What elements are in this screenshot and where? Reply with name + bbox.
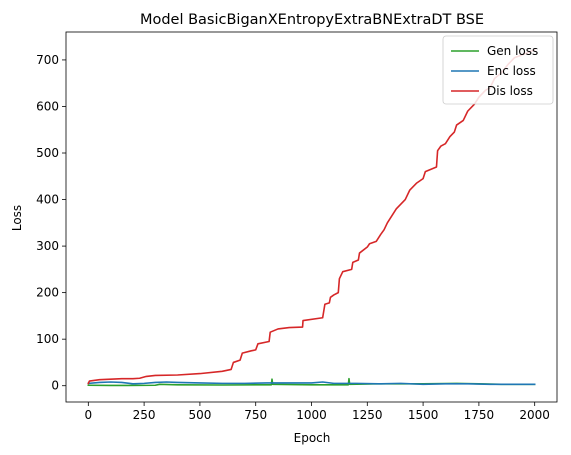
legend-label: Enc loss: [487, 64, 536, 78]
x-tick-label: 1500: [408, 408, 439, 422]
x-tick-label: 1000: [296, 408, 327, 422]
series-line-enc-loss: [87, 381, 536, 386]
x-tick-label: 1250: [352, 408, 383, 422]
legend-label: Dis loss: [487, 84, 533, 98]
y-axis-label: Loss: [10, 205, 24, 231]
y-tick-label: 600: [36, 99, 59, 113]
y-tick-label: 500: [36, 146, 59, 160]
x-tick-label: 250: [133, 408, 156, 422]
legend-label: Gen loss: [487, 44, 538, 58]
x-tick-label: 750: [244, 408, 267, 422]
x-axis-label: Epoch: [294, 431, 331, 445]
y-tick-label: 300: [36, 239, 59, 253]
axes-layer: 0 250 500 750 1000 1250 1500 1750 2000 0 100 200 300…: [36, 31, 558, 422]
x-tick-label: 2000: [519, 408, 550, 422]
series-line-dis-loss: [87, 48, 536, 385]
y-tick-label: 200: [36, 286, 59, 300]
x-tick-label: 0: [84, 408, 92, 422]
x-tick-label: 1750: [464, 408, 495, 422]
y-tick-label: 700: [36, 53, 59, 67]
legend-box: [442, 35, 554, 105]
y-tick-label: 0: [51, 379, 59, 393]
legend: Gen loss Enc loss Dis loss: [442, 35, 554, 105]
y-tick-label: 100: [36, 332, 59, 346]
series-layer: [87, 48, 536, 387]
y-tick-label: 400: [36, 193, 59, 207]
chart-title: Model BasicBiganXEntropyExtraBNExtraDT B…: [140, 12, 484, 28]
x-tick-label: 500: [188, 408, 211, 422]
